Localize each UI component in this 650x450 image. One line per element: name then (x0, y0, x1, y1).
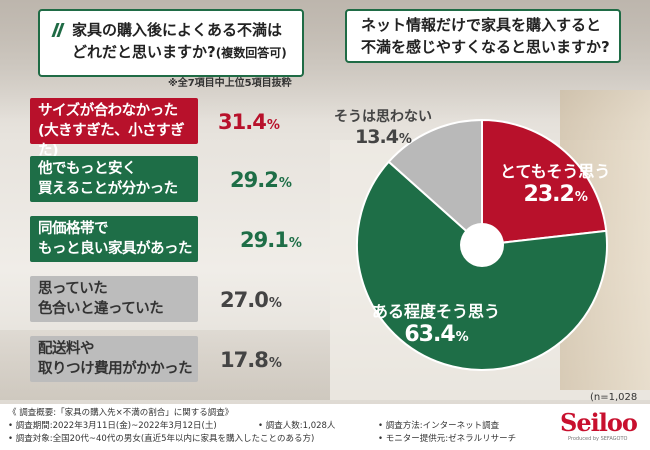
bar-label: サイズが合わなかった (大きすぎた、小さすぎた) (38, 103, 185, 159)
pie-label-name: とてもそう思う (500, 162, 611, 181)
bar-value: 31.4% (218, 110, 280, 134)
survey-count: • 調査人数:1,028人 (258, 421, 336, 431)
survey-footer: 《 調査概要:「家具の購入先×不満の割合」に関する調査》 • 調査期間:2022… (0, 404, 650, 450)
survey-period: • 調査期間:2022年3月11日(金)~2022年3月12日(土) (8, 421, 217, 431)
question-2-text: ネット情報だけで家具を購入すると 不満を感じやすくなると思いますか? (361, 16, 610, 56)
bar-value: 29.2% (230, 168, 292, 192)
pie-center-hole (460, 223, 504, 267)
pie-label-name: そうは思わない (334, 109, 432, 125)
pie-label-strongly-agree: とてもそう思う 23.2% (500, 158, 610, 207)
bar-item: 思っていた 色合いと違っていた (30, 276, 198, 322)
pie-label-value: 23.2% (523, 182, 588, 207)
pie-label-name: ある程度そう思う (372, 302, 501, 321)
pie-slice-disagree (387, 118, 483, 248)
bar-label: 思っていた 色合いと違っていた (38, 281, 164, 317)
survey-overview: 《 調査概要:「家具の購入先×不満の割合」に関する調査》 (8, 408, 234, 418)
question-1-suffix: (複数回答可) (215, 46, 287, 60)
pie-label-value: 13.4% (355, 126, 412, 148)
seiloo-logo-sub: Produced by SEFAGOTO (568, 436, 628, 442)
pie-label-value: 63.4% (404, 322, 468, 347)
survey-provider: • モニター提供元:ゼネラルリサーチ (378, 434, 517, 444)
question-1-text: 家具の購入後によくある不満は どれだと思いますか?(複数回答可) (72, 21, 287, 61)
survey-method: • 調査方法:インターネット調査 (378, 421, 500, 431)
bar-value: 29.1% (240, 228, 302, 252)
bar-value: 17.8% (220, 348, 282, 372)
survey-target: • 調査対象:全国20代~40代の男女(直近5年以内に家具を購入したことのある方… (8, 434, 315, 444)
pie-slice-strongly-agree (481, 118, 608, 247)
question-1-box: 家具の購入後によくある不満は どれだと思いますか?(複数回答可) (38, 9, 304, 77)
bar-label: 他でもっと安く 買えることが分かった (38, 161, 178, 197)
bar-value: 27.0% (220, 288, 282, 312)
seiloo-logo: Seiloo (560, 408, 638, 437)
pie-label-disagree: そうは思わない 13.4% (334, 106, 432, 148)
bar-item: 配送料や 取りつけ費用がかかった (30, 336, 198, 382)
bar-label: 同価格帯で もっと良い家具があった (38, 221, 193, 257)
bar-item: 同価格帯で もっと良い家具があった (30, 216, 198, 262)
question-1-note: ※全7項目中上位5項目抜粋 (168, 78, 292, 89)
pie-label-somewhat-agree: ある程度そう思う 63.4% (372, 298, 500, 347)
question-2-box: ネット情報だけで家具を購入すると 不満を感じやすくなると思いますか? (345, 9, 621, 63)
bar-item: サイズが合わなかった (大きすぎた、小さすぎた) (30, 98, 198, 159)
bar-label: 配送料や 取りつけ費用がかかった (38, 341, 193, 377)
bar-item: 他でもっと安く 買えることが分かった (30, 156, 198, 202)
